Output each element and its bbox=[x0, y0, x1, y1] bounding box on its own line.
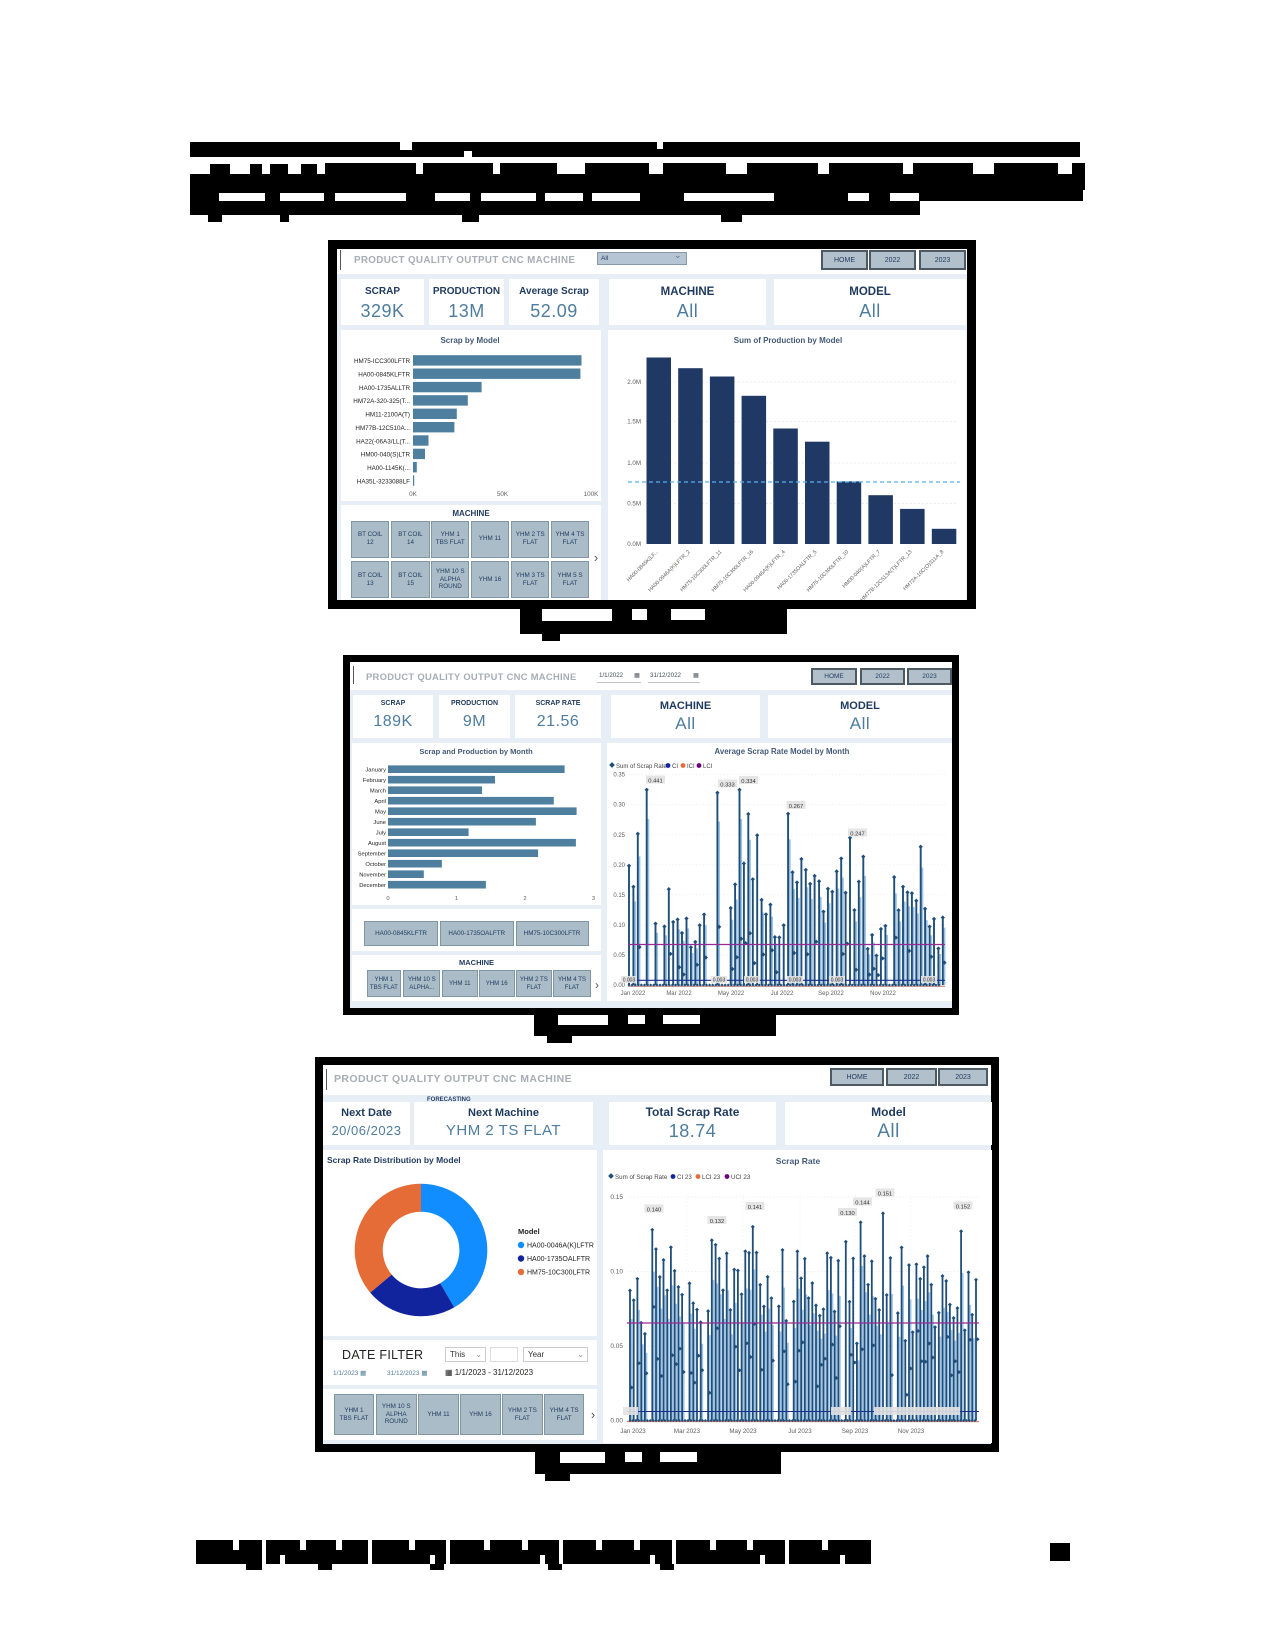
svg-text:Nov 2022: Nov 2022 bbox=[870, 991, 896, 997]
svg-text:Scrap Rate: Scrap Rate bbox=[776, 1156, 821, 1166]
svg-text:0.05: 0.05 bbox=[613, 953, 625, 959]
svg-text:HA00-1735OALFTR: HA00-1735OALFTR bbox=[527, 1256, 590, 1263]
svg-text:UCI 23: UCI 23 bbox=[731, 1174, 751, 1181]
svg-text:0.15: 0.15 bbox=[613, 893, 625, 899]
svg-text:0.15: 0.15 bbox=[610, 1194, 623, 1201]
svg-text:February: February bbox=[363, 778, 386, 784]
svg-text:50K: 50K bbox=[497, 491, 509, 498]
svg-text:0: 0 bbox=[386, 896, 389, 902]
svg-text:0.003: 0.003 bbox=[623, 978, 636, 984]
svg-text:0.003: 0.003 bbox=[789, 978, 802, 984]
svg-text:July: July bbox=[376, 830, 386, 836]
svg-text:0.0M: 0.0M bbox=[627, 541, 641, 548]
svg-text:HA00-1735ALLTR: HA00-1735ALLTR bbox=[359, 385, 410, 392]
svg-text:100K: 100K bbox=[584, 491, 600, 498]
svg-text:December: December bbox=[359, 883, 386, 889]
svg-text:August: August bbox=[368, 841, 386, 847]
svg-text:April: April bbox=[374, 799, 386, 805]
svg-text:0.140: 0.140 bbox=[647, 1207, 662, 1213]
svg-text:HM72A-320-325(T...: HM72A-320-325(T... bbox=[353, 398, 410, 405]
svg-text:0.441: 0.441 bbox=[648, 778, 663, 784]
svg-text:HM11-2100A(T): HM11-2100A(T) bbox=[365, 412, 410, 419]
svg-text:Jan 2022: Jan 2022 bbox=[621, 991, 646, 997]
svg-text:0.003: 0.003 bbox=[923, 978, 936, 984]
svg-text:Jan 2023: Jan 2023 bbox=[620, 1428, 646, 1435]
svg-text:0.130: 0.130 bbox=[840, 1211, 855, 1217]
svg-text:June: June bbox=[373, 820, 386, 826]
svg-text:Mar 2023: Mar 2023 bbox=[674, 1428, 701, 1435]
svg-text:May 2022: May 2022 bbox=[718, 991, 745, 997]
svg-text:November: November bbox=[359, 872, 386, 878]
svg-text:HA00-0845K(LF...: HA00-0845K(LF... bbox=[626, 549, 660, 583]
svg-text:0.141: 0.141 bbox=[748, 1205, 763, 1211]
svg-text:0K: 0K bbox=[409, 491, 418, 498]
svg-text:CI 23: CI 23 bbox=[677, 1174, 692, 1181]
svg-text:0.144: 0.144 bbox=[855, 1200, 870, 1206]
svg-text:Average Scrap Rate Model by Mo: Average Scrap Rate Model by Month bbox=[715, 747, 850, 756]
svg-text:Sum of Scrap Rate: Sum of Scrap Rate bbox=[616, 764, 667, 770]
svg-text:Sep 2022: Sep 2022 bbox=[818, 991, 844, 997]
svg-text:October: October bbox=[365, 862, 386, 868]
svg-text:0.247: 0.247 bbox=[850, 831, 865, 837]
svg-text:0.003: 0.003 bbox=[831, 978, 844, 984]
svg-text:Nov 2023: Nov 2023 bbox=[898, 1428, 925, 1435]
svg-text:0.334: 0.334 bbox=[741, 779, 756, 785]
svg-text:0.10: 0.10 bbox=[610, 1269, 623, 1276]
svg-text:Jul 2022: Jul 2022 bbox=[771, 991, 794, 997]
svg-text:Sep 2023: Sep 2023 bbox=[842, 1428, 869, 1435]
svg-text:March: March bbox=[370, 788, 386, 794]
svg-text:HM00-040(S)LTR: HM00-040(S)LTR bbox=[361, 452, 411, 459]
svg-text:HM75-ICC300LFTR: HM75-ICC300LFTR bbox=[354, 358, 410, 365]
svg-text:Sum of Scrap Rate: Sum of Scrap Rate bbox=[615, 1174, 668, 1181]
svg-text:0.132: 0.132 bbox=[710, 1219, 725, 1225]
svg-text:0.333: 0.333 bbox=[720, 782, 735, 788]
svg-text:CI: CI bbox=[672, 764, 678, 770]
svg-text:HA00-0046A(K)LFTR: HA00-0046A(K)LFTR bbox=[527, 1243, 594, 1250]
svg-text:Sum of Production by Model: Sum of Production by Model bbox=[734, 336, 842, 345]
svg-text:0.152: 0.152 bbox=[956, 1204, 971, 1210]
svg-text:LCI: LCI bbox=[703, 764, 713, 770]
svg-text:Model: Model bbox=[518, 1227, 540, 1236]
svg-text:0.003: 0.003 bbox=[713, 978, 726, 984]
svg-text:HA00-0845KLFTR: HA00-0845KLFTR bbox=[358, 372, 410, 379]
svg-text:ICI: ICI bbox=[687, 764, 695, 770]
svg-text:0.5M: 0.5M bbox=[627, 501, 641, 508]
svg-text:HA35L-3233088LF: HA35L-3233088LF bbox=[357, 478, 410, 485]
svg-text:3: 3 bbox=[592, 896, 595, 902]
svg-text:September: September bbox=[358, 851, 386, 857]
svg-text:May: May bbox=[375, 809, 386, 815]
svg-text:0.151: 0.151 bbox=[878, 1191, 893, 1197]
svg-text:0.00: 0.00 bbox=[610, 1418, 623, 1425]
svg-text:Scrap and Production by Month: Scrap and Production by Month bbox=[419, 747, 533, 756]
svg-text:0.30: 0.30 bbox=[613, 803, 625, 809]
svg-text:1.5M: 1.5M bbox=[627, 419, 641, 426]
svg-text:HA22(-06A3/LL(T...: HA22(-06A3/LL(T... bbox=[356, 438, 410, 445]
svg-text:LCI 23: LCI 23 bbox=[702, 1174, 721, 1181]
svg-text:Jul 2023: Jul 2023 bbox=[788, 1428, 812, 1435]
svg-text:0.05: 0.05 bbox=[610, 1343, 623, 1350]
svg-text:2.0M: 2.0M bbox=[627, 379, 641, 386]
svg-text:HM77B-12C513A(T)LFTR_13: HM77B-12C513A(T)LFTR_13 bbox=[860, 549, 914, 600]
svg-text:HM75-10C300LFTR: HM75-10C300LFTR bbox=[527, 1270, 590, 1277]
svg-text:Mar 2022: Mar 2022 bbox=[666, 991, 692, 997]
svg-text:2: 2 bbox=[523, 896, 526, 902]
svg-text:Scrap by Model: Scrap by Model bbox=[440, 336, 499, 345]
svg-text:0.10: 0.10 bbox=[613, 923, 625, 929]
svg-text:January: January bbox=[365, 767, 386, 773]
svg-text:1: 1 bbox=[455, 896, 458, 902]
svg-text:0.25: 0.25 bbox=[613, 833, 625, 839]
svg-text:0.35: 0.35 bbox=[613, 773, 625, 779]
svg-text:0.00: 0.00 bbox=[613, 983, 625, 989]
svg-text:0.003: 0.003 bbox=[746, 978, 759, 984]
svg-text:0.267: 0.267 bbox=[789, 804, 804, 810]
svg-text:May 2023: May 2023 bbox=[729, 1428, 757, 1435]
svg-text:HM77B-12C510A...: HM77B-12C510A... bbox=[355, 425, 410, 432]
svg-text:0.20: 0.20 bbox=[613, 863, 625, 869]
svg-text:1.0M: 1.0M bbox=[627, 460, 641, 467]
svg-text:HA00-1145K(...: HA00-1145K(... bbox=[367, 465, 410, 472]
